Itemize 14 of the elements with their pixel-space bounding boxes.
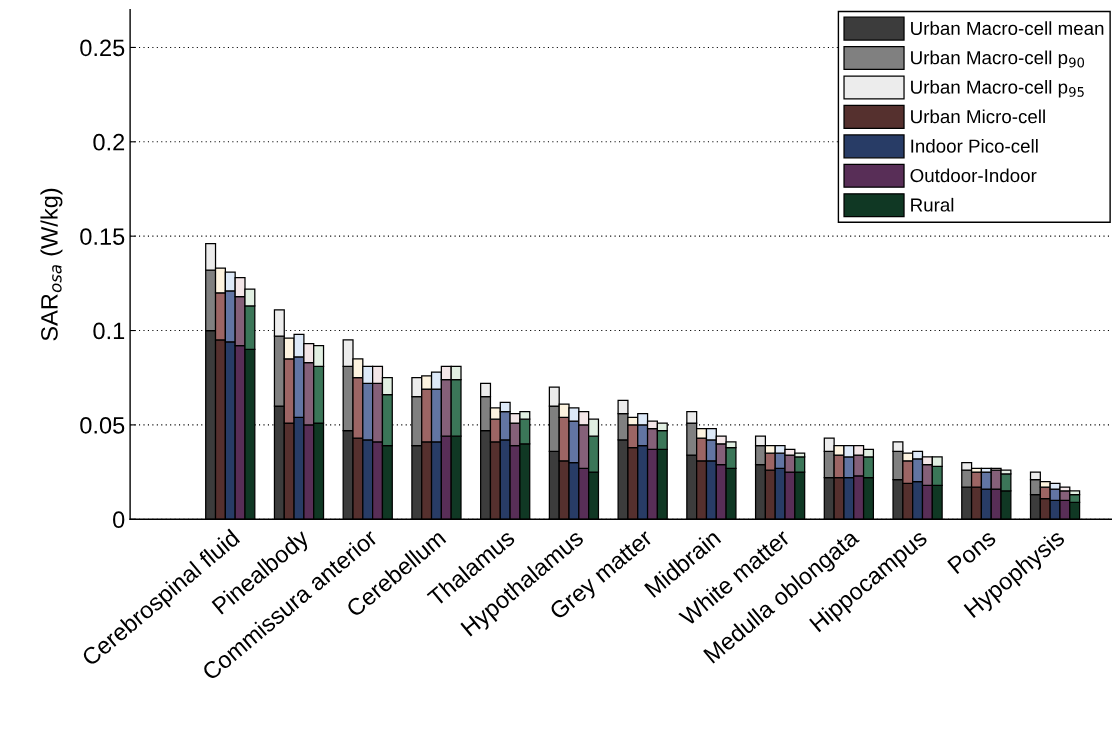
legend-label: Urban Macro-cell p$_{95}$ [911, 80, 1084, 98]
legend-label: Urban Micro-cell [911, 109, 1045, 124]
y-tick-label: 0.25 [80, 39, 125, 57]
y-tick-label: 0.15 [80, 228, 125, 245]
y-tick-label: 0.05 [80, 416, 125, 434]
legend-label: Indoor Pico-cell [911, 138, 1038, 153]
legend-label: Rural [911, 197, 954, 212]
legend-label: Urban Macro-cell p$_{90}$ [911, 50, 1085, 69]
y-axis-title: SAR$_{osa}$ (W/kg) [40, 188, 63, 341]
y-tick-label: 0.1 [93, 322, 125, 340]
y-tick-label: 0 [113, 511, 125, 529]
y-tick-label: 0.2 [93, 133, 125, 151]
legend-label: Urban Macro-cell mean [911, 21, 1104, 35]
legend-label: Outdoor-Indoor [910, 168, 1037, 183]
